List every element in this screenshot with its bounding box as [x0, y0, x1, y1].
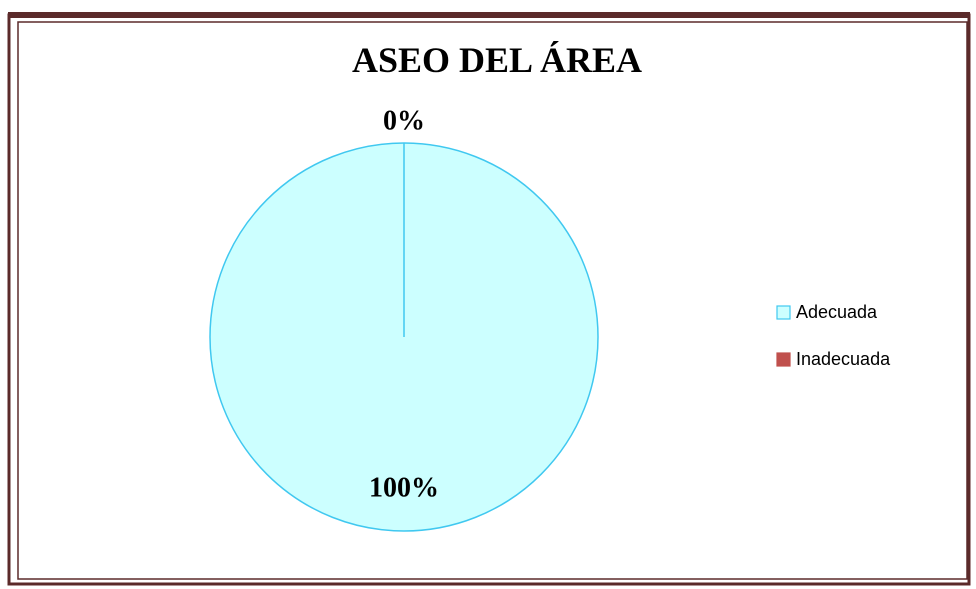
legend-swatch — [776, 305, 791, 320]
legend-label: Inadecuada — [796, 349, 891, 369]
legend-label: Adecuada — [796, 302, 878, 322]
value-label: 100% — [369, 473, 439, 504]
legend-swatch — [776, 352, 791, 367]
chart-title: ASEO DEL ÁREA — [352, 40, 642, 80]
value-label: 0% — [383, 105, 425, 136]
